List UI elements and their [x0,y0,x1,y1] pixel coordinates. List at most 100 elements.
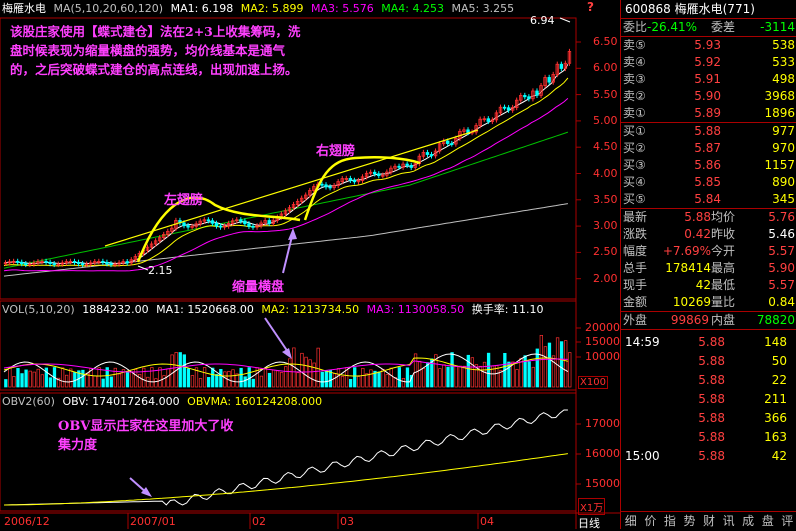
vol-bar [207,377,210,387]
quote-header: 600868 梅雁水电(771) [621,0,796,18]
vol-bar [426,363,429,387]
vol-bar [544,347,547,387]
vol-bar [69,369,72,387]
price-tick: 4.50 [593,140,618,153]
info-tab[interactable]: 势 [680,512,700,529]
vol-bar [349,379,352,387]
vol-bar [556,338,559,387]
vol-bar [276,371,279,387]
vol-bar [211,368,214,387]
vol-bar [82,370,85,387]
ma4-value: MA4: 4.253 [381,2,444,15]
vol-bar [220,369,223,387]
info-tab[interactable]: 成 [738,512,758,529]
help-icon[interactable]: ? [587,0,594,14]
candle [106,262,109,263]
turnover: 换手率: 11.10 [472,303,544,316]
vol-bar [548,343,551,387]
ma-line [4,132,568,268]
vol-value: 1884232.00 [82,303,148,316]
vol-bar [353,368,356,387]
candle [487,119,490,122]
price-tick: 5.50 [593,88,618,101]
vol-bar [560,342,563,387]
candle [524,95,527,96]
vol-bar [366,374,369,387]
vol-bar [386,375,389,387]
candle [536,91,539,95]
candle [110,264,113,265]
price-tick: 3.50 [593,193,618,206]
vol-bar [532,367,535,387]
candle [507,108,510,110]
vol-bar [398,368,401,387]
price-tick: 6.00 [593,61,618,74]
candle [325,185,328,187]
vol-bar [203,368,206,387]
obv-tick: 15000 [585,477,620,490]
info-tab[interactable]: 细 [621,512,641,529]
vol-bar [167,369,170,387]
candle [450,144,453,145]
vol-bar [516,370,519,387]
vol-bar [309,360,312,387]
candle [81,264,84,265]
vol-bar [418,361,421,387]
date-tick: 04 [480,515,494,528]
info-tab[interactable]: 盘 [758,512,778,529]
vol-bar [280,372,283,387]
info-tab[interactable]: 指 [660,512,680,529]
candle [248,224,251,227]
vol-bar [118,374,121,387]
vol-bar [9,368,12,387]
candle [410,165,413,167]
candle [398,166,401,167]
candle [349,178,352,180]
vol-bar [325,371,328,387]
candle [252,226,255,227]
vol-bar [447,367,450,387]
vol-bar [443,365,446,387]
date-tick: 2006/12 [4,515,50,528]
vol-bar [65,375,68,387]
candle [219,226,222,227]
vol-bar [248,368,251,387]
vol-bar [224,372,227,387]
vol-bar [370,370,373,387]
info-tab[interactable]: 价 [641,512,661,529]
vol-bar [37,369,40,387]
vol-bar [313,363,316,387]
candle [211,221,214,224]
ma1-value: MA1: 6.198 [171,2,234,15]
vol-bar [414,354,417,387]
info-tab[interactable]: 评 [778,512,796,529]
info-tab[interactable]: 财 [699,512,719,529]
vol-bar [147,377,150,387]
obvma-line [4,454,568,505]
candle [16,261,19,262]
date-tick: 2007/01 [130,515,176,528]
date-tick: 03 [340,515,354,528]
price-tick: 4.00 [593,167,618,180]
info-tab[interactable]: 讯 [719,512,739,529]
vol-bar [260,376,263,387]
vol-bar [422,368,425,387]
vol-bar [199,379,202,387]
candle [215,223,218,226]
vol-bar [5,380,8,388]
